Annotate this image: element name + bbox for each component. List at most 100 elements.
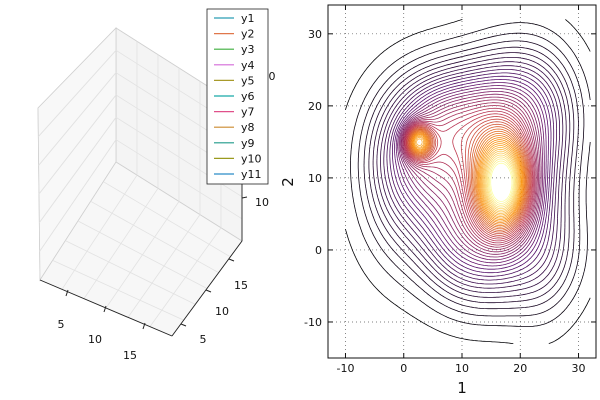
contour-line	[392, 75, 552, 274]
y-tick-label: 5	[200, 333, 207, 346]
contour-line	[383, 65, 560, 285]
contour-line	[404, 107, 535, 244]
contour-line	[395, 82, 547, 267]
x-tick-label: -10	[336, 362, 354, 375]
contour-line	[368, 46, 575, 304]
x-tick-label: 0	[400, 362, 407, 375]
x-tick-mark	[103, 305, 107, 313]
contour-line	[401, 96, 539, 253]
contour-line	[400, 93, 541, 255]
legend-label: y11	[241, 168, 262, 181]
contour-line	[413, 134, 523, 220]
x-tick-label: 10	[88, 333, 102, 346]
x-tick-mark	[65, 289, 69, 297]
y-tick-mark	[228, 258, 235, 262]
contour-line	[483, 150, 519, 213]
contour-line	[372, 52, 571, 298]
contour-line	[405, 110, 534, 242]
contour-line	[414, 135, 522, 219]
contour-line	[350, 22, 591, 327]
y-axis-label: 2	[279, 177, 297, 187]
y-tick-label: 0	[315, 244, 322, 257]
contour-line	[376, 57, 567, 293]
contour-line	[402, 99, 538, 250]
grid3d-line	[38, 50, 117, 137]
contour-line	[488, 158, 515, 206]
grid3d-line	[38, 72, 117, 166]
contour-line	[410, 131, 526, 227]
x-tick-label: 30	[572, 362, 586, 375]
y-axis-line	[171, 240, 243, 337]
z-tick-label: 0	[269, 70, 276, 83]
grid3d-line	[39, 117, 117, 223]
legend-label: y7	[241, 106, 255, 119]
z-tick-label: 10	[255, 196, 269, 209]
x-tick-label: 5	[58, 318, 65, 331]
y-tick-label: -10	[304, 316, 322, 329]
contour-line	[363, 40, 579, 310]
contour-line	[403, 105, 536, 246]
contour-line	[403, 102, 537, 248]
contour-line	[409, 128, 528, 230]
contour-line	[485, 154, 517, 210]
contour-line	[398, 88, 544, 261]
contour-line	[418, 141, 519, 214]
x-axis-line	[39, 279, 173, 337]
contour-line	[416, 138, 520, 216]
contour-line	[484, 152, 518, 211]
legend-label: y9	[241, 137, 255, 150]
contour-line	[357, 32, 585, 317]
y-tick-label: 20	[308, 100, 322, 113]
contour-line	[411, 132, 524, 223]
y-tick-label: 30	[308, 28, 322, 41]
legend-label: y5	[241, 74, 255, 87]
contour-line	[411, 131, 525, 225]
legend: y1 y2 y3 y4 y5 y6 y7 y8 y9 y10 y11	[206, 8, 269, 185]
contour-line	[412, 133, 524, 222]
legend-label: y1	[241, 12, 255, 25]
y-tick-label: 10	[215, 305, 229, 318]
x-tick-mark	[142, 322, 146, 330]
legend-label: y8	[241, 121, 255, 134]
x-axis-label: 1	[457, 379, 467, 397]
contour-line	[405, 113, 533, 240]
legend-label: y4	[241, 59, 255, 72]
contour-line	[489, 160, 514, 204]
contour-lines	[345, 19, 591, 344]
legend-label: y2	[241, 28, 255, 41]
contour-line	[409, 130, 527, 228]
legend-items: y1 y2 y3 y4 y5 y6 y7 y8 y9 y10 y11	[214, 12, 262, 181]
grid3d-line	[39, 139, 117, 252]
contour-line	[389, 72, 555, 277]
contour-line	[394, 79, 549, 270]
y-tick-mark	[180, 323, 187, 327]
contour-line	[407, 121, 530, 235]
z-tick-mark	[241, 196, 248, 199]
contour-line	[415, 136, 521, 217]
plot2d: -10 0 10 20 30 -10 0 10 20 30 1 2	[279, 4, 597, 397]
contour-line	[380, 61, 564, 289]
y-tick-label: 10	[308, 172, 322, 185]
contour-line	[408, 123, 529, 233]
plot3d-ticks: 5 10 15 5 10 15 10 0	[58, 70, 276, 362]
contour-line	[406, 116, 532, 238]
x-tick-label: 20	[513, 362, 527, 375]
contour-line	[399, 91, 542, 258]
x-tick-label: 15	[123, 349, 137, 362]
contour-line	[386, 69, 557, 281]
contour-line	[407, 118, 531, 236]
legend-label: y10	[241, 152, 262, 165]
legend-label: y3	[241, 43, 255, 56]
contour-line	[397, 85, 545, 264]
grid3d-line	[103, 181, 231, 258]
y-tick-label: 15	[234, 279, 248, 292]
plot2d-ticks: -10 0 10 20 30 -10 0 10 20 30	[304, 5, 596, 375]
contour-line	[408, 126, 529, 231]
plot3d: 5 10 15 5 10 15 10 0	[37, 27, 276, 362]
contour-line	[490, 162, 513, 202]
y-tick-mark	[205, 289, 212, 293]
x-tick-label: 10	[455, 362, 469, 375]
contour-line	[345, 19, 591, 344]
grid3d-line	[38, 94, 117, 195]
